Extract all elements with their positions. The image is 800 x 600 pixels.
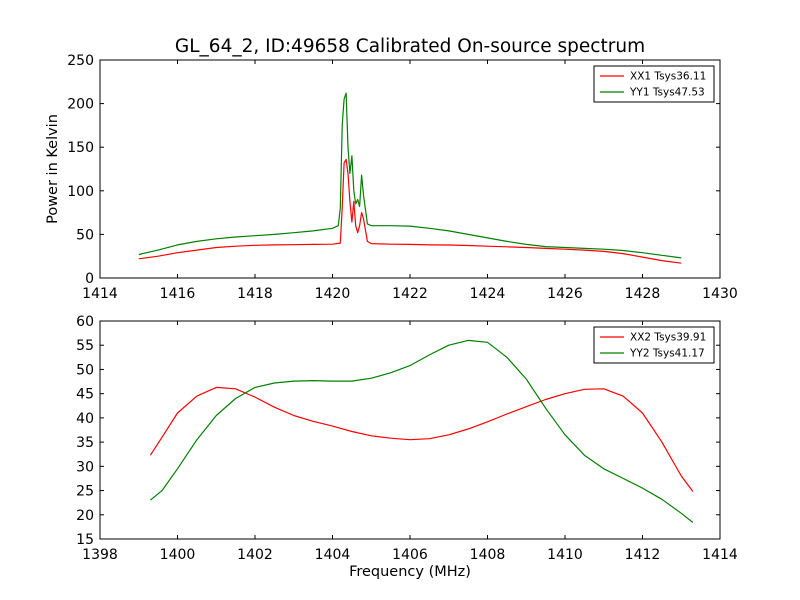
chart2-y-tick-label: 40	[76, 411, 94, 427]
chart1-legend: XX1 Tsys36.11 YY1 Tsys47.53	[593, 65, 715, 103]
chart2-x-tick-label: 1412	[625, 547, 661, 563]
chart1-x-tick-label: 1422	[392, 286, 428, 302]
chart1-x-tick-label: 1416	[160, 286, 196, 302]
chart2-y-tick-label: 55	[76, 338, 94, 354]
chart1-legend-label: XX1 Tsys36.11	[630, 71, 706, 83]
chart2-legend: XX2 Tsys39.91 YY2 Tsys41.17	[593, 326, 715, 364]
chart2-series-line-2	[150, 339, 694, 523]
chart2-y-tick-label: 50	[76, 362, 94, 378]
chart2: 1398 1400 1402 1404 1406 1408 1410 1412 1414 15 20…	[76, 314, 738, 580]
chart1-legend-label: YY1 Tsys47.53	[629, 87, 705, 99]
chart2-x-tick-label: 1398	[82, 547, 118, 563]
chart2-x-axis-label: Frequency (MHz)	[349, 564, 471, 580]
chart1-x-tick-label: 1414	[82, 286, 118, 302]
chart2-x-tick-label: 1410	[547, 547, 583, 563]
chart2-x-tick-label: 1404	[315, 547, 351, 563]
chart1-y-tick-label: 200	[67, 97, 94, 113]
chart1-y-tick-label: 100	[67, 184, 94, 200]
chart1-legend-box	[593, 65, 715, 103]
chart2-x-tick-label: 1414	[702, 547, 738, 563]
chart2-legend-label: YY2 Tsys41.17	[629, 348, 705, 360]
chart1-x-tick-label: 1428	[625, 286, 661, 302]
chart2-x-tick-label: 1408	[470, 547, 506, 563]
chart1-x-tick-label: 1426	[547, 286, 583, 302]
chart1: 1414 1416 1418 1420 1422 1424 1426 1428 1430 0 50 1…	[45, 53, 738, 302]
chart2-series-line-1	[149, 386, 694, 492]
chart1-y-tick-label: 250	[67, 53, 94, 69]
chart2-y-tick-label: 30	[76, 459, 94, 475]
chart1-x-tick-label: 1418	[237, 286, 273, 302]
chart2-x-tick-label: 1406	[392, 547, 428, 563]
chart2-legend-label: XX2 Tsys39.91	[630, 332, 706, 344]
chart1-x-tick-label: 1424	[470, 286, 506, 302]
chart1-x-tick-label: 1430	[702, 286, 738, 302]
chart1-series-line-1	[138, 158, 682, 264]
figure-title: GL_64_2, ID:49658 Calibrated On-source s…	[175, 36, 645, 57]
chart2-y-tick-label: 60	[76, 314, 94, 330]
chart2-y-tick-label: 35	[76, 435, 94, 451]
chart1-y-tick-label: 0	[85, 271, 94, 287]
chart2-y-tick-label: 15	[76, 532, 94, 548]
chart1-series-line-2	[138, 92, 682, 259]
chart1-x-tick-label: 1420	[315, 286, 351, 302]
chart2-y-tick-label: 45	[76, 387, 94, 403]
chart1-y-axis-label: Power in Kelvin	[45, 114, 61, 224]
chart2-y-tick-label: 25	[76, 484, 94, 500]
chart2-y-tick-label: 20	[76, 508, 94, 524]
chart2-x-tick-label: 1402	[237, 547, 273, 563]
chart1-y-tick-label: 150	[67, 140, 94, 156]
chart2-x-tick-label: 1400	[160, 547, 196, 563]
chart2-legend-box	[593, 326, 715, 364]
chart1-y-tick-label: 50	[76, 227, 94, 243]
